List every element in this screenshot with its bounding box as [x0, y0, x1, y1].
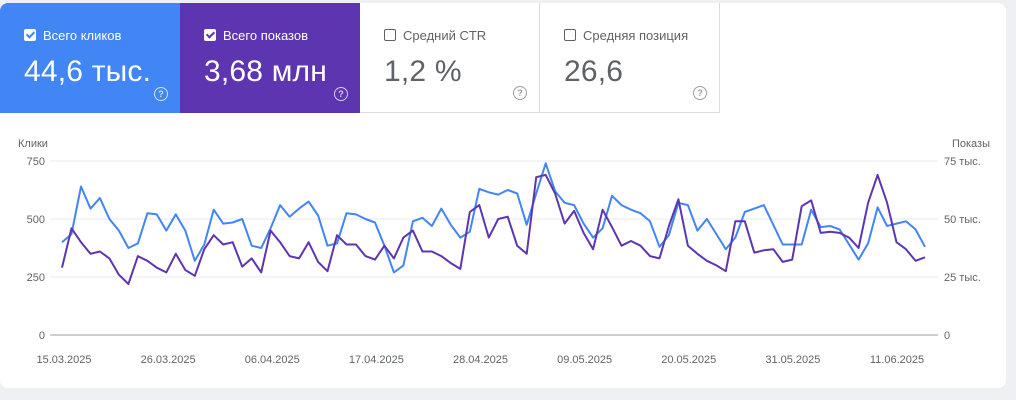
- x-tick-label: 26.03.2025: [141, 354, 196, 366]
- x-tick-label: 11.06.2025: [870, 354, 924, 366]
- metric-tile-clicks[interactable]: Всего кликов 44,6 тыс. ?: [0, 3, 180, 113]
- metric-label: Всего показов: [223, 27, 308, 43]
- metric-tile-impressions[interactable]: Всего показов 3,68 млн ?: [180, 3, 360, 113]
- right-tick-label: 50 тыс.: [944, 214, 981, 226]
- help-icon[interactable]: ?: [154, 87, 168, 101]
- metric-value: 1,2 %: [384, 55, 462, 88]
- x-tick-label: 28.04.2025: [453, 354, 508, 366]
- left-tick-label: 750: [27, 156, 45, 168]
- metric-value: 3,68 млн: [204, 55, 328, 88]
- clicks-series-line: [61, 162, 926, 274]
- x-tick-label: 15.03.2025: [36, 354, 91, 366]
- left-tick-label: 250: [27, 272, 45, 284]
- x-tick-label: 20.05.2025: [661, 354, 716, 366]
- x-tick-label: 09.05.2025: [557, 354, 612, 366]
- left-axis-title: Клики: [18, 138, 48, 150]
- metric-tile-ctr[interactable]: Средний CTR 1,2 % ?: [360, 3, 540, 113]
- checkbox-unchecked-icon[interactable]: [384, 29, 396, 41]
- x-tick-label: 31.05.2025: [765, 354, 820, 366]
- metric-tile-clicks-head: Всего кликов: [24, 27, 180, 43]
- metric-label: Средняя позиция: [583, 27, 689, 43]
- help-icon[interactable]: ?: [693, 86, 707, 100]
- help-icon[interactable]: ?: [513, 86, 527, 100]
- left-tick-label: 0: [39, 330, 45, 342]
- metric-value: 26,6: [564, 55, 624, 88]
- metric-tiles: Всего кликов 44,6 тыс. ? Всего показов 3…: [0, 3, 720, 113]
- impressions-series-line: [61, 173, 926, 285]
- metric-tile-ctr-head: Средний CTR: [384, 27, 539, 43]
- left-tick-label: 500: [27, 214, 45, 226]
- right-axis-title: Показы: [952, 138, 990, 150]
- performance-card: Всего кликов 44,6 тыс. ? Всего показов 3…: [0, 3, 1006, 388]
- metric-tile-position-head: Средняя позиция: [564, 27, 719, 43]
- checkbox-checked-icon[interactable]: [204, 29, 216, 41]
- metric-tile-position[interactable]: Средняя позиция 26,6 ?: [540, 3, 720, 113]
- checkbox-unchecked-icon[interactable]: [564, 29, 576, 41]
- metric-label: Средний CTR: [403, 27, 487, 43]
- x-tick-label: 06.04.2025: [245, 354, 300, 366]
- x-tick-label: 17.04.2025: [349, 354, 404, 366]
- metric-value: 44,6 тыс.: [24, 55, 152, 88]
- right-tick-label: 0: [944, 330, 950, 342]
- checkbox-checked-icon[interactable]: [24, 29, 36, 41]
- right-tick-label: 75 тыс.: [944, 156, 981, 168]
- right-tick-label: 25 тыс.: [944, 272, 981, 284]
- help-icon[interactable]: ?: [334, 87, 348, 101]
- metric-label: Всего кликов: [43, 27, 122, 43]
- metric-tile-impressions-head: Всего показов: [204, 27, 360, 43]
